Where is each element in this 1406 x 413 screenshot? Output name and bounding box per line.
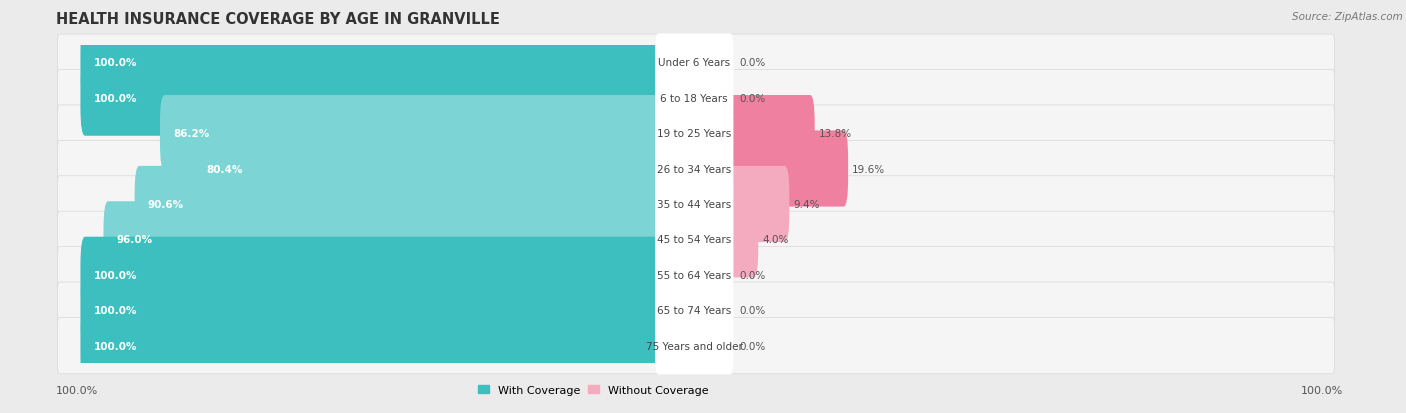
FancyBboxPatch shape xyxy=(194,131,666,207)
Text: 100.0%: 100.0% xyxy=(1301,385,1343,395)
FancyBboxPatch shape xyxy=(58,176,1334,233)
Text: 0.0%: 0.0% xyxy=(740,93,765,103)
FancyBboxPatch shape xyxy=(725,202,758,278)
Text: 80.4%: 80.4% xyxy=(207,164,243,174)
FancyBboxPatch shape xyxy=(80,60,666,136)
FancyBboxPatch shape xyxy=(655,211,734,268)
FancyBboxPatch shape xyxy=(655,246,734,304)
Text: 45 to 54 Years: 45 to 54 Years xyxy=(657,235,731,245)
Text: 0.0%: 0.0% xyxy=(740,341,765,351)
FancyBboxPatch shape xyxy=(58,35,1334,91)
Text: 55 to 64 Years: 55 to 64 Years xyxy=(657,270,731,280)
FancyBboxPatch shape xyxy=(725,131,848,207)
Text: 19 to 25 Years: 19 to 25 Years xyxy=(657,129,731,139)
FancyBboxPatch shape xyxy=(725,96,814,172)
Text: 35 to 44 Years: 35 to 44 Years xyxy=(657,199,731,209)
FancyBboxPatch shape xyxy=(58,212,1334,268)
Text: 90.6%: 90.6% xyxy=(148,199,184,209)
FancyBboxPatch shape xyxy=(655,105,734,163)
FancyBboxPatch shape xyxy=(58,106,1334,162)
FancyBboxPatch shape xyxy=(135,166,666,242)
FancyBboxPatch shape xyxy=(655,317,734,375)
Text: 100.0%: 100.0% xyxy=(56,385,98,395)
Text: 100.0%: 100.0% xyxy=(94,270,138,280)
FancyBboxPatch shape xyxy=(160,96,666,172)
FancyBboxPatch shape xyxy=(655,34,734,92)
FancyBboxPatch shape xyxy=(655,70,734,127)
FancyBboxPatch shape xyxy=(58,70,1334,126)
Text: 0.0%: 0.0% xyxy=(740,58,765,68)
FancyBboxPatch shape xyxy=(655,282,734,339)
Text: 100.0%: 100.0% xyxy=(94,58,138,68)
FancyBboxPatch shape xyxy=(58,282,1334,339)
FancyBboxPatch shape xyxy=(655,176,734,233)
FancyBboxPatch shape xyxy=(80,273,666,349)
Text: 0.0%: 0.0% xyxy=(740,306,765,316)
Text: 19.6%: 19.6% xyxy=(852,164,886,174)
Text: 96.0%: 96.0% xyxy=(117,235,153,245)
Text: 4.0%: 4.0% xyxy=(762,235,789,245)
FancyBboxPatch shape xyxy=(58,318,1334,374)
Text: 86.2%: 86.2% xyxy=(173,129,209,139)
FancyBboxPatch shape xyxy=(58,247,1334,303)
FancyBboxPatch shape xyxy=(104,202,666,278)
FancyBboxPatch shape xyxy=(80,308,666,384)
Text: 100.0%: 100.0% xyxy=(94,341,138,351)
Text: 13.8%: 13.8% xyxy=(818,129,852,139)
Text: 9.4%: 9.4% xyxy=(793,199,820,209)
FancyBboxPatch shape xyxy=(80,25,666,101)
Text: 0.0%: 0.0% xyxy=(740,270,765,280)
Text: Source: ZipAtlas.com: Source: ZipAtlas.com xyxy=(1292,12,1403,22)
Text: 100.0%: 100.0% xyxy=(94,93,138,103)
FancyBboxPatch shape xyxy=(725,166,789,242)
Text: 75 Years and older: 75 Years and older xyxy=(645,341,742,351)
Text: 26 to 34 Years: 26 to 34 Years xyxy=(657,164,731,174)
Text: 65 to 74 Years: 65 to 74 Years xyxy=(657,306,731,316)
FancyBboxPatch shape xyxy=(80,237,666,313)
Text: HEALTH INSURANCE COVERAGE BY AGE IN GRANVILLE: HEALTH INSURANCE COVERAGE BY AGE IN GRAN… xyxy=(56,12,501,27)
FancyBboxPatch shape xyxy=(58,141,1334,197)
FancyBboxPatch shape xyxy=(655,140,734,198)
Legend: With Coverage, Without Coverage: With Coverage, Without Coverage xyxy=(474,380,713,399)
Text: 100.0%: 100.0% xyxy=(94,306,138,316)
Text: 6 to 18 Years: 6 to 18 Years xyxy=(661,93,728,103)
Text: Under 6 Years: Under 6 Years xyxy=(658,58,730,68)
